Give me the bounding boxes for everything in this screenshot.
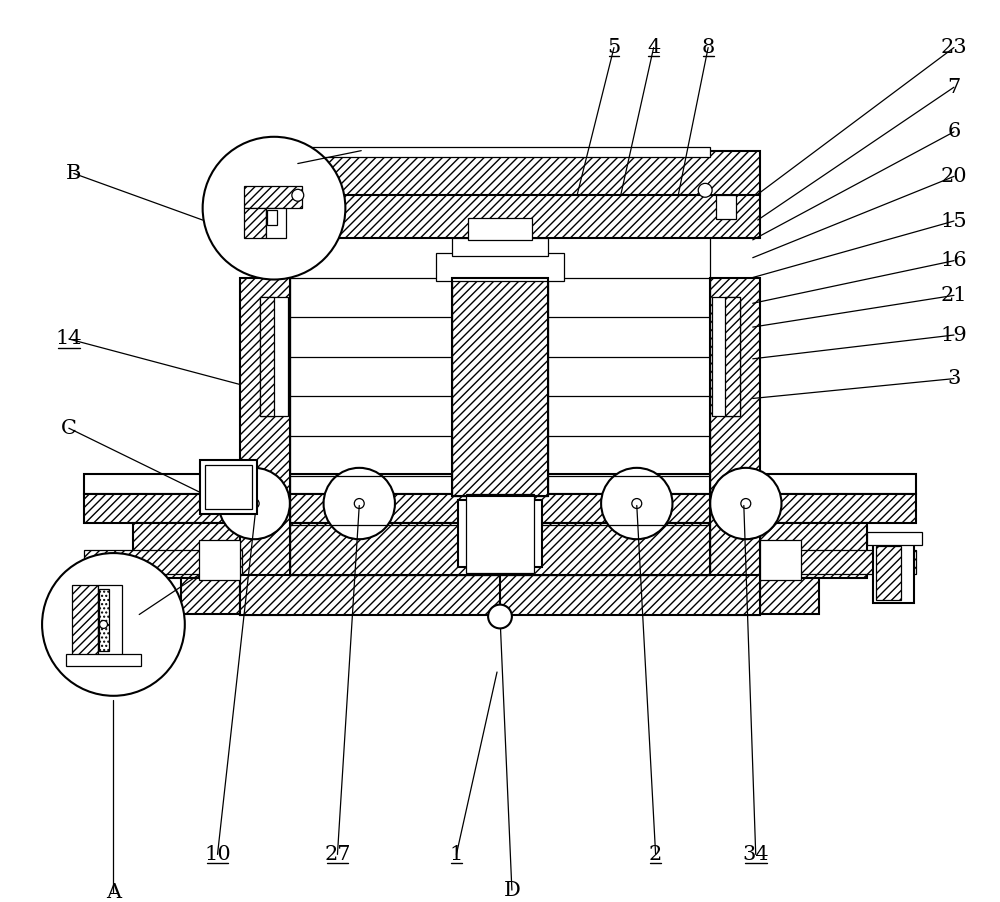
Bar [873,543,914,603]
Bar [436,253,564,281]
Bar [760,540,801,580]
Bar [205,465,252,510]
Bar [240,278,290,614]
Text: 14: 14 [56,329,82,348]
Text: 27: 27 [324,845,351,864]
Text: 1: 1 [450,845,463,864]
Circle shape [601,468,672,539]
Text: A: A [106,882,121,902]
Bar [84,550,242,574]
Text: D: D [503,880,520,899]
Text: 20: 20 [941,167,967,186]
Bar [468,218,532,240]
Bar [867,532,922,545]
Text: 5: 5 [607,38,621,57]
Circle shape [741,499,751,509]
Bar [452,238,548,256]
Bar [290,147,710,157]
Bar [181,578,819,613]
Text: 2: 2 [649,845,662,864]
Circle shape [100,621,107,629]
Text: 19: 19 [941,326,967,345]
Text: 3: 3 [947,369,961,388]
Bar [84,474,916,493]
Bar [66,654,141,666]
Bar [452,278,548,495]
Bar [466,493,534,573]
Bar [260,298,288,417]
Bar [712,298,740,417]
Bar [98,584,122,656]
Circle shape [42,553,185,695]
Text: 15: 15 [941,212,967,231]
Circle shape [219,468,290,539]
Bar [240,151,760,195]
Circle shape [632,499,642,509]
Bar [725,298,740,417]
Bar [710,278,760,614]
Text: B: B [66,164,81,183]
Bar [240,575,760,614]
Circle shape [203,137,345,280]
Text: 4: 4 [647,38,660,57]
Circle shape [249,499,259,509]
Text: C: C [61,419,77,437]
Circle shape [324,468,395,539]
Bar [876,546,901,600]
Bar [244,187,302,208]
Circle shape [292,189,304,201]
Circle shape [488,604,512,629]
Text: 16: 16 [941,251,967,271]
Bar [200,460,257,514]
Bar [84,493,916,523]
Bar [760,550,916,574]
Bar [458,500,542,567]
Circle shape [288,183,302,198]
Text: 21: 21 [941,286,967,305]
Bar [267,210,277,225]
Bar [716,195,736,219]
Circle shape [710,468,781,539]
Bar [72,584,98,656]
Text: 23: 23 [941,38,967,57]
Bar [452,278,548,495]
Circle shape [698,183,712,198]
Text: 10: 10 [204,845,231,864]
Bar [264,195,284,219]
Bar [240,193,760,238]
Bar [99,589,109,651]
Circle shape [354,499,364,509]
Text: 6: 6 [947,123,961,142]
Bar [133,523,867,578]
Text: 7: 7 [947,78,961,97]
Bar [199,540,240,580]
Bar [244,208,266,238]
Bar [266,208,286,238]
Bar [260,298,274,417]
Text: 34: 34 [742,845,769,864]
Text: 8: 8 [702,38,715,57]
